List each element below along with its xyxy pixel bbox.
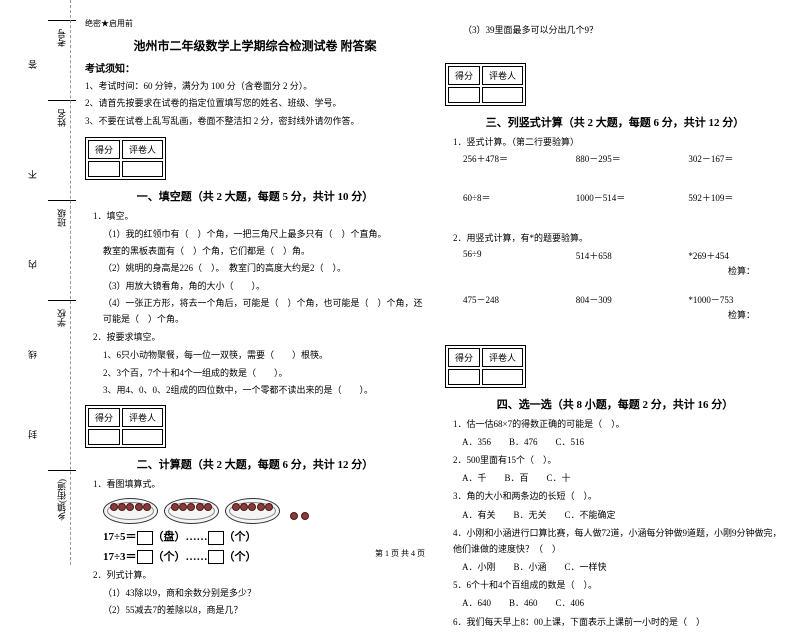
seal-char-1: 答: [26, 60, 39, 69]
calc-row-2: 60÷8＝1000－514＝592＋109＝: [463, 191, 785, 204]
notice-3: 3、不要在试卷上乱写乱画，卷面不整洁扣 2 分，密封线外请勿作答。: [85, 114, 425, 129]
seal-char-4: 线: [26, 350, 39, 359]
apple-plates-figure: [103, 498, 425, 524]
calc-row-3: 56÷9514＋658*269＋454: [463, 249, 785, 262]
q1-2-2: 2、3个百，7个十和4个一组成的数是（ ）。: [103, 365, 425, 381]
margin-label-school: 学校: [48, 300, 76, 327]
q1-2-1: 1、6只小动物聚餐，每一位一双筷，需要（ ）根筷。: [103, 347, 425, 363]
right-column: （3）39里面最多可以分出几个9？ 得分 评卷人 三、列竖式计算（共 2 大题，…: [445, 18, 785, 632]
section-1-title: 一、填空题（共 2 大题，每题 5 分，共计 10 分）: [85, 188, 425, 204]
q4-1: 1．估一估68×7的得数正确的可能是（ ）。: [453, 416, 785, 432]
answer-box[interactable]: [137, 531, 153, 545]
q1-2-3: 3、用4、0、0、2组成的四位数中，一个零都不读出来的是（ ）。: [103, 382, 425, 398]
q3-2: 2．用竖式计算，有*的题要验算。: [453, 230, 785, 246]
leftover-apples: [290, 498, 309, 524]
q2-2-2: （2）55减去7的差除以8，商是几？: [103, 602, 425, 618]
notice-1: 1、考试时间：60 分钟，满分为 100 分（含卷面分 2 分）。: [85, 79, 425, 94]
answer-box[interactable]: [208, 531, 224, 545]
q4-5: 5．6个十和4个百组成的数是（ ）。: [453, 577, 785, 593]
score-box-1: 得分 评卷人: [85, 137, 166, 180]
margin-label-class: 班级: [48, 200, 76, 227]
score-box-3: 得分 评卷人: [445, 63, 526, 106]
q1-1-4: （4）一张正方形，将去一个角后，可能是（ ）个角，也可能是（ ）个角，还可能是（…: [103, 295, 425, 327]
margin-label-id: 考号: [48, 20, 76, 47]
plate-icon: [103, 498, 158, 524]
binding-margin: 考号 姓名 班级 学校 乡镇(街道) 答 不 内 线 封: [8, 0, 68, 565]
q4-3: 3．角的大小和两条边的长短（ ）。: [453, 488, 785, 504]
score-box-4: 得分 评卷人: [445, 345, 526, 388]
margin-label-town: 乡镇(街道): [48, 470, 76, 521]
q4-4-opts: A．小刚 B．小涵 C．一样快: [453, 559, 785, 575]
q3-1: 1．竖式计算。（第二行要验算）: [453, 134, 785, 150]
check-label-1: 检算：: [445, 264, 755, 277]
paper-title: 池州市二年级数学上学期综合检测试卷 附答案: [85, 37, 425, 54]
seal-char-5: 封: [26, 430, 39, 439]
q2-2-3: （3）39里面最多可以分出几个9？: [463, 22, 785, 38]
notice-heading: 考试须知：: [85, 60, 425, 75]
q4-1-opts: A．356 B．476 C．516: [453, 434, 785, 450]
page-footer: 第 1 页 共 4 页: [0, 548, 800, 559]
seal-line: [70, 0, 71, 565]
q2-2: 2．列式计算。: [93, 567, 425, 583]
plate-icon: [225, 498, 280, 524]
seal-char-3: 内: [26, 260, 39, 269]
grader-cell: 评卷人: [122, 140, 163, 159]
margin-label-name: 姓名: [48, 100, 76, 127]
q4-2-opts: A．千 B．百 C．十: [453, 470, 785, 486]
q4-6: 6．我们每天早上8：00上课，下面表示上课前一小时的是（ ）: [453, 614, 785, 630]
calc-row-4: 475－248804－309*1000－753: [463, 293, 785, 306]
q1-1-3: （3）用放大镜看角，角的大小（ ）。: [103, 278, 425, 294]
section-2-title: 二、计算题（共 2 大题，每题 6 分，共计 12 分）: [85, 456, 425, 472]
section-3-title: 三、列竖式计算（共 2 大题，每题 6 分，共计 12 分）: [445, 114, 785, 130]
score-cell: 得分: [88, 140, 120, 159]
calc-row-1: 256＋478＝880－295＝302－167＝: [463, 152, 785, 165]
q4-5-opts: A．640 B．460 C．406: [453, 595, 785, 611]
score-box-2: 得分 评卷人: [85, 405, 166, 448]
plate-icon: [164, 498, 219, 524]
q2-1: 1．看图填算式。: [93, 476, 425, 492]
check-label-2: 检算：: [445, 308, 755, 321]
q4-3-opts: A．有关 B．无关 C．不能确定: [453, 507, 785, 523]
seal-char-2: 不: [26, 170, 39, 179]
q1-1: 1．填空。: [93, 208, 425, 224]
notice-2: 2、请首先按要求在试卷的指定位置填写您的姓名、班级、学号。: [85, 96, 425, 111]
q1-1-2: （2）姚明的身高是226（ ）。 教室门的高度大约是2（ ）。: [103, 260, 425, 276]
equation-1: 17÷5＝（盘）……（个）: [103, 528, 425, 544]
section-4-title: 四、选一选（共 8 小题，每题 2 分，共计 16 分）: [445, 396, 785, 412]
left-column: 绝密★启用前 池州市二年级数学上学期综合检测试卷 附答案 考试须知： 1、考试时…: [85, 18, 425, 632]
q2-2-1: （1）43除以9，商和余数分别是多少？: [103, 585, 425, 601]
q1-1-1b: 教室的黑板表面有（ ）个角，它们都是（ ）角。: [103, 243, 425, 259]
q1-2: 2．按要求填空。: [93, 329, 425, 345]
q4-2: 2．500里面有15个（ ）。: [453, 452, 785, 468]
q1-1-1: （1）我的红领巾有（ ）个角，一把三角尺上最多只有（ ）个直角。: [103, 226, 425, 242]
secret-label: 绝密★启用前: [85, 18, 425, 29]
